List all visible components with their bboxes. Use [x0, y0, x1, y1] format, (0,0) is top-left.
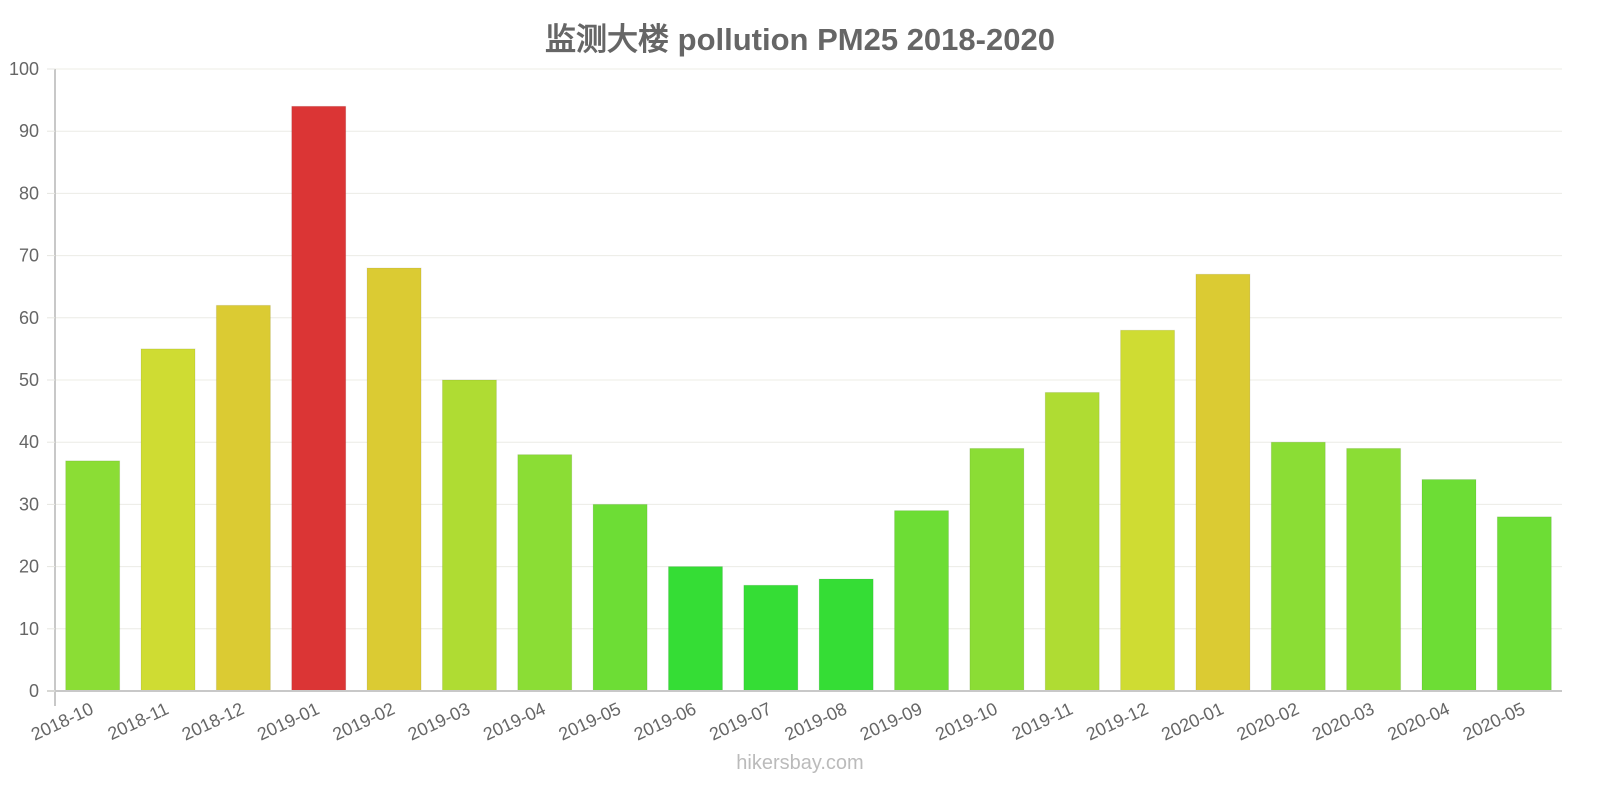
bar-2019-01: [291, 105, 347, 692]
x-axis-ticks: 2018-10 2018-11 2018-12 2019-01 2019-02 2019-…: [28, 698, 1528, 744]
y-tick-label: 70: [19, 246, 39, 266]
bar-2019-07: [743, 584, 799, 692]
x-tick-label: 2019-09: [857, 698, 925, 744]
x-tick-label: 2020-05: [1460, 698, 1528, 744]
x-tick-label: 2018-11: [105, 698, 172, 743]
bar-2019-03: [441, 379, 497, 692]
y-tick-label: 80: [19, 183, 39, 203]
chart-title: 监测大楼 pollution PM25 2018-2020: [545, 22, 1055, 57]
x-tick-label: 2018-12: [179, 698, 247, 744]
y-tick-label: 60: [19, 308, 39, 328]
gridlines: [55, 68, 1562, 630]
x-tick-label: 2019-11: [1009, 698, 1076, 743]
bar-2019-10: [969, 447, 1025, 692]
y-tick-label: 20: [19, 557, 39, 577]
bar-2019-11: [1044, 391, 1100, 692]
x-tick-label: 2020-02: [1234, 698, 1302, 744]
bar-2020-01: [1195, 273, 1251, 692]
x-tick-label: 2020-01: [1158, 698, 1226, 744]
bars: [65, 105, 1552, 692]
y-tick-label: 100: [9, 59, 39, 79]
x-tick-label: 2019-04: [480, 698, 548, 744]
source-watermark: hikersbay.com: [736, 752, 864, 774]
y-tick-label: 0: [29, 681, 39, 701]
x-tick-label: 2019-02: [329, 698, 397, 744]
x-tick-label: 2019-03: [405, 698, 473, 744]
x-tick-label: 2020-04: [1384, 698, 1452, 744]
bar-2018-10: [65, 460, 121, 692]
bar-2020-02: [1270, 441, 1326, 692]
x-tick-label: 2019-07: [706, 698, 774, 744]
y-tick-label: 90: [19, 121, 39, 141]
x-tick-label: 2019-08: [782, 698, 850, 744]
axes: [47, 69, 1562, 706]
bar-2018-11: [140, 348, 196, 692]
x-tick-label: 2020-03: [1309, 698, 1377, 744]
y-axis-ticks: 0 10 20 30 40 50 60 70 80 90 100: [9, 59, 55, 701]
x-tick-label: 2019-12: [1083, 698, 1151, 744]
x-tick-label: 2019-05: [555, 698, 623, 744]
y-tick-label: 10: [19, 619, 39, 639]
bar-2019-02: [366, 267, 422, 692]
bar-2020-03: [1346, 447, 1402, 692]
bar-2019-08: [818, 578, 874, 692]
bar-2019-06: [667, 566, 723, 692]
bar-2019-09: [894, 510, 950, 692]
x-tick-label: 2018-10: [28, 698, 96, 744]
bar-2019-04: [517, 454, 573, 692]
y-tick-label: 30: [19, 494, 39, 514]
bar-2019-05: [592, 503, 648, 692]
bar-2020-05: [1496, 516, 1552, 692]
bar-2019-12: [1120, 329, 1176, 692]
bar-2020-04: [1421, 479, 1477, 692]
x-tick-label: 2019-10: [932, 698, 1000, 744]
x-tick-label: 2019-06: [631, 698, 699, 744]
y-tick-label: 40: [19, 432, 39, 452]
bar-2018-12: [215, 304, 271, 692]
x-tick-label: 2019-01: [254, 698, 322, 744]
y-tick-label: 50: [19, 370, 39, 390]
